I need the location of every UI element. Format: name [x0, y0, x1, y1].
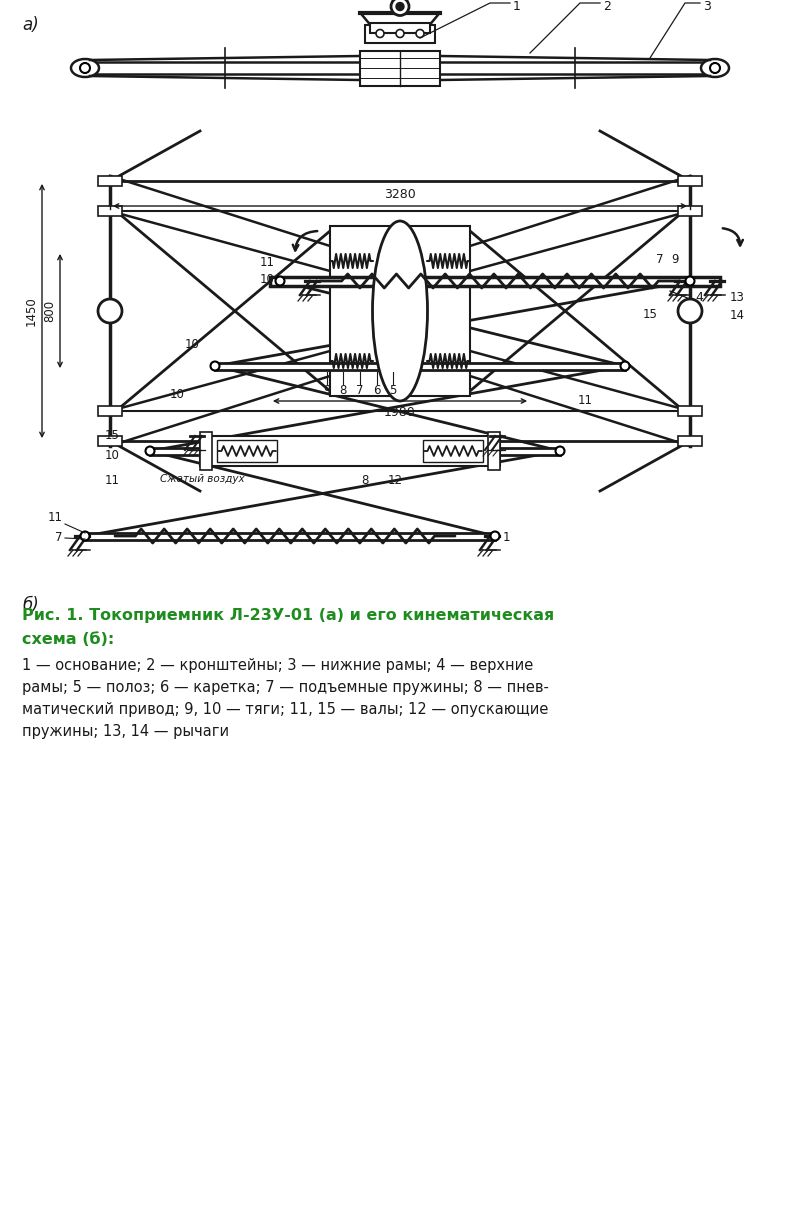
Bar — [217, 440, 277, 462]
Text: схема (б):: схема (б): — [22, 632, 114, 647]
Ellipse shape — [373, 221, 427, 401]
Circle shape — [81, 531, 90, 540]
Bar — [200, 437, 500, 466]
Bar — [678, 206, 702, 216]
Text: 800: 800 — [43, 300, 56, 322]
Text: 13: 13 — [730, 291, 745, 304]
Bar — [678, 176, 702, 186]
Circle shape — [80, 63, 90, 73]
Bar — [370, 23, 430, 33]
Text: 7: 7 — [356, 384, 364, 396]
Ellipse shape — [701, 60, 729, 77]
Text: 15: 15 — [643, 309, 658, 321]
Text: 11: 11 — [105, 473, 120, 486]
Text: 9: 9 — [323, 384, 330, 396]
Circle shape — [490, 531, 499, 540]
Circle shape — [98, 299, 122, 323]
Circle shape — [621, 361, 630, 371]
Text: 3280: 3280 — [384, 188, 416, 201]
Bar — [98, 406, 122, 416]
Text: 1: 1 — [503, 531, 510, 544]
Text: пружины; 13, 14 — рычаги: пружины; 13, 14 — рычаги — [22, 724, 229, 739]
Text: 10: 10 — [170, 388, 185, 401]
Text: Сжатый воздух: Сжатый воздух — [160, 474, 245, 484]
Polygon shape — [215, 362, 625, 370]
Bar — [678, 437, 702, 446]
Text: матический привод; 9, 10 — тяги; 11, 15 — валы; 12 — опускающие: матический привод; 9, 10 — тяги; 11, 15 … — [22, 702, 548, 717]
Text: 6: 6 — [374, 384, 381, 396]
Text: 10: 10 — [259, 274, 274, 286]
Ellipse shape — [71, 60, 99, 77]
Text: 10: 10 — [185, 338, 200, 351]
Text: 1450: 1450 — [25, 297, 38, 326]
Text: б): б) — [22, 596, 38, 614]
Bar — [365, 24, 435, 43]
Circle shape — [146, 446, 154, 456]
Text: 2: 2 — [603, 0, 611, 12]
Circle shape — [391, 0, 409, 16]
Circle shape — [396, 2, 404, 11]
Polygon shape — [270, 276, 720, 286]
Text: 11: 11 — [259, 257, 274, 269]
Bar — [200, 432, 212, 471]
Bar — [98, 176, 122, 186]
Polygon shape — [150, 447, 560, 455]
Bar — [360, 51, 440, 85]
Bar — [330, 226, 470, 396]
Polygon shape — [85, 533, 495, 540]
Text: 11: 11 — [48, 511, 63, 524]
Circle shape — [710, 63, 720, 73]
Text: 1 — основание; 2 — кронштейны; 3 — нижние рамы; 4 — верхние: 1 — основание; 2 — кронштейны; 3 — нижни… — [22, 658, 534, 672]
Bar — [98, 437, 122, 446]
Circle shape — [416, 29, 424, 38]
Bar — [488, 432, 500, 471]
Circle shape — [275, 276, 285, 286]
Text: 8: 8 — [339, 384, 346, 396]
Text: а): а) — [22, 16, 38, 34]
Bar — [98, 206, 122, 216]
Circle shape — [210, 361, 219, 371]
Text: 9: 9 — [671, 253, 678, 266]
Text: 3: 3 — [703, 0, 711, 12]
Text: рамы; 5 — полоз; 6 — каретка; 7 — подъемные пружины; 8 — пнев-: рамы; 5 — полоз; 6 — каретка; 7 — подъем… — [22, 680, 549, 696]
Bar — [423, 440, 483, 462]
Text: 1980: 1980 — [384, 406, 416, 420]
Circle shape — [678, 299, 702, 323]
Text: 1: 1 — [513, 0, 521, 12]
Text: 11: 11 — [578, 394, 593, 406]
Text: Рис. 1. Токоприемник Л-23У-01 (а) и его кинематическая: Рис. 1. Токоприемник Л-23У-01 (а) и его … — [22, 608, 554, 623]
Circle shape — [686, 276, 694, 286]
Text: 8: 8 — [362, 474, 369, 486]
Text: 12: 12 — [387, 474, 402, 486]
Text: 7: 7 — [55, 531, 63, 544]
Text: 7: 7 — [656, 253, 664, 266]
Circle shape — [376, 29, 384, 38]
Circle shape — [555, 446, 565, 456]
Circle shape — [396, 29, 404, 38]
Bar — [678, 406, 702, 416]
Text: 15: 15 — [105, 429, 120, 441]
Text: 5: 5 — [390, 384, 397, 396]
Text: 10: 10 — [105, 449, 120, 462]
Text: 14: 14 — [730, 309, 745, 322]
Text: 4: 4 — [695, 291, 703, 304]
